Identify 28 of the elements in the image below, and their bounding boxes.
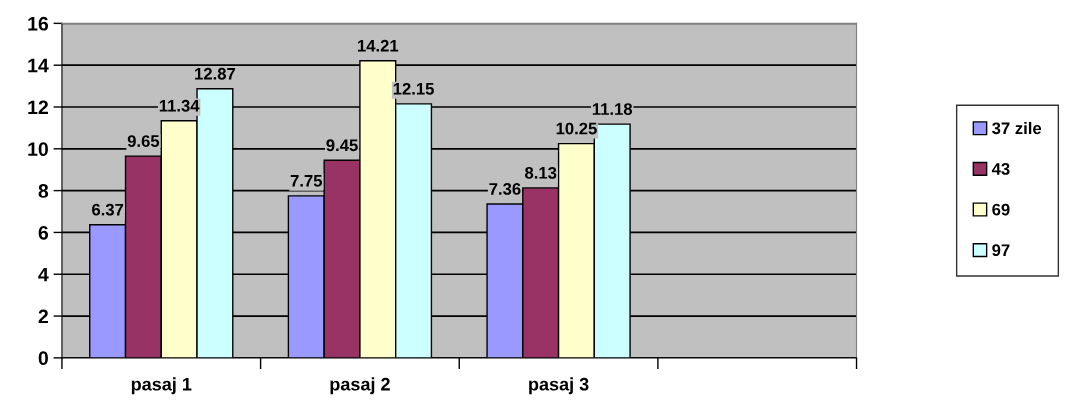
x-tick-label: pasaj 1	[131, 377, 192, 395]
y-tick-label: 16	[28, 16, 49, 31]
data-label: 8.13	[525, 166, 557, 179]
y-tick-label: 8	[38, 184, 49, 198]
y-tick-label: 4	[38, 267, 49, 282]
data-label: 14.21	[357, 39, 399, 52]
y-tick-label: 14	[28, 58, 49, 73]
y-tick-label: 10	[28, 142, 48, 157]
data-label: 10.25	[556, 122, 597, 135]
data-label: 9.65	[127, 135, 160, 147]
x-tick-label: pasaj 2	[330, 377, 390, 395]
data-label: 11.18	[592, 103, 633, 115]
legend-label: 69	[992, 203, 1010, 216]
x-tick-label: pasaj 3	[529, 377, 589, 395]
data-label: 12.15	[393, 82, 434, 95]
legend-label: 43	[991, 163, 1010, 175]
legend-label: 37 zile	[992, 121, 1042, 135]
legend-label: 97	[992, 244, 1010, 257]
y-tick-label: 12	[28, 100, 48, 115]
y-tick-label: 0	[38, 351, 48, 366]
data-label: 6.37	[92, 203, 124, 216]
y-tick-label: 2	[38, 309, 48, 324]
data-label: 7.36	[489, 183, 521, 195]
data-label: 11.34	[159, 99, 200, 112]
y-tick-label: 6	[38, 225, 49, 240]
data-label: 12.87	[195, 67, 236, 80]
data-label: 7.75	[290, 175, 323, 187]
data-label: 9.45	[326, 139, 358, 152]
